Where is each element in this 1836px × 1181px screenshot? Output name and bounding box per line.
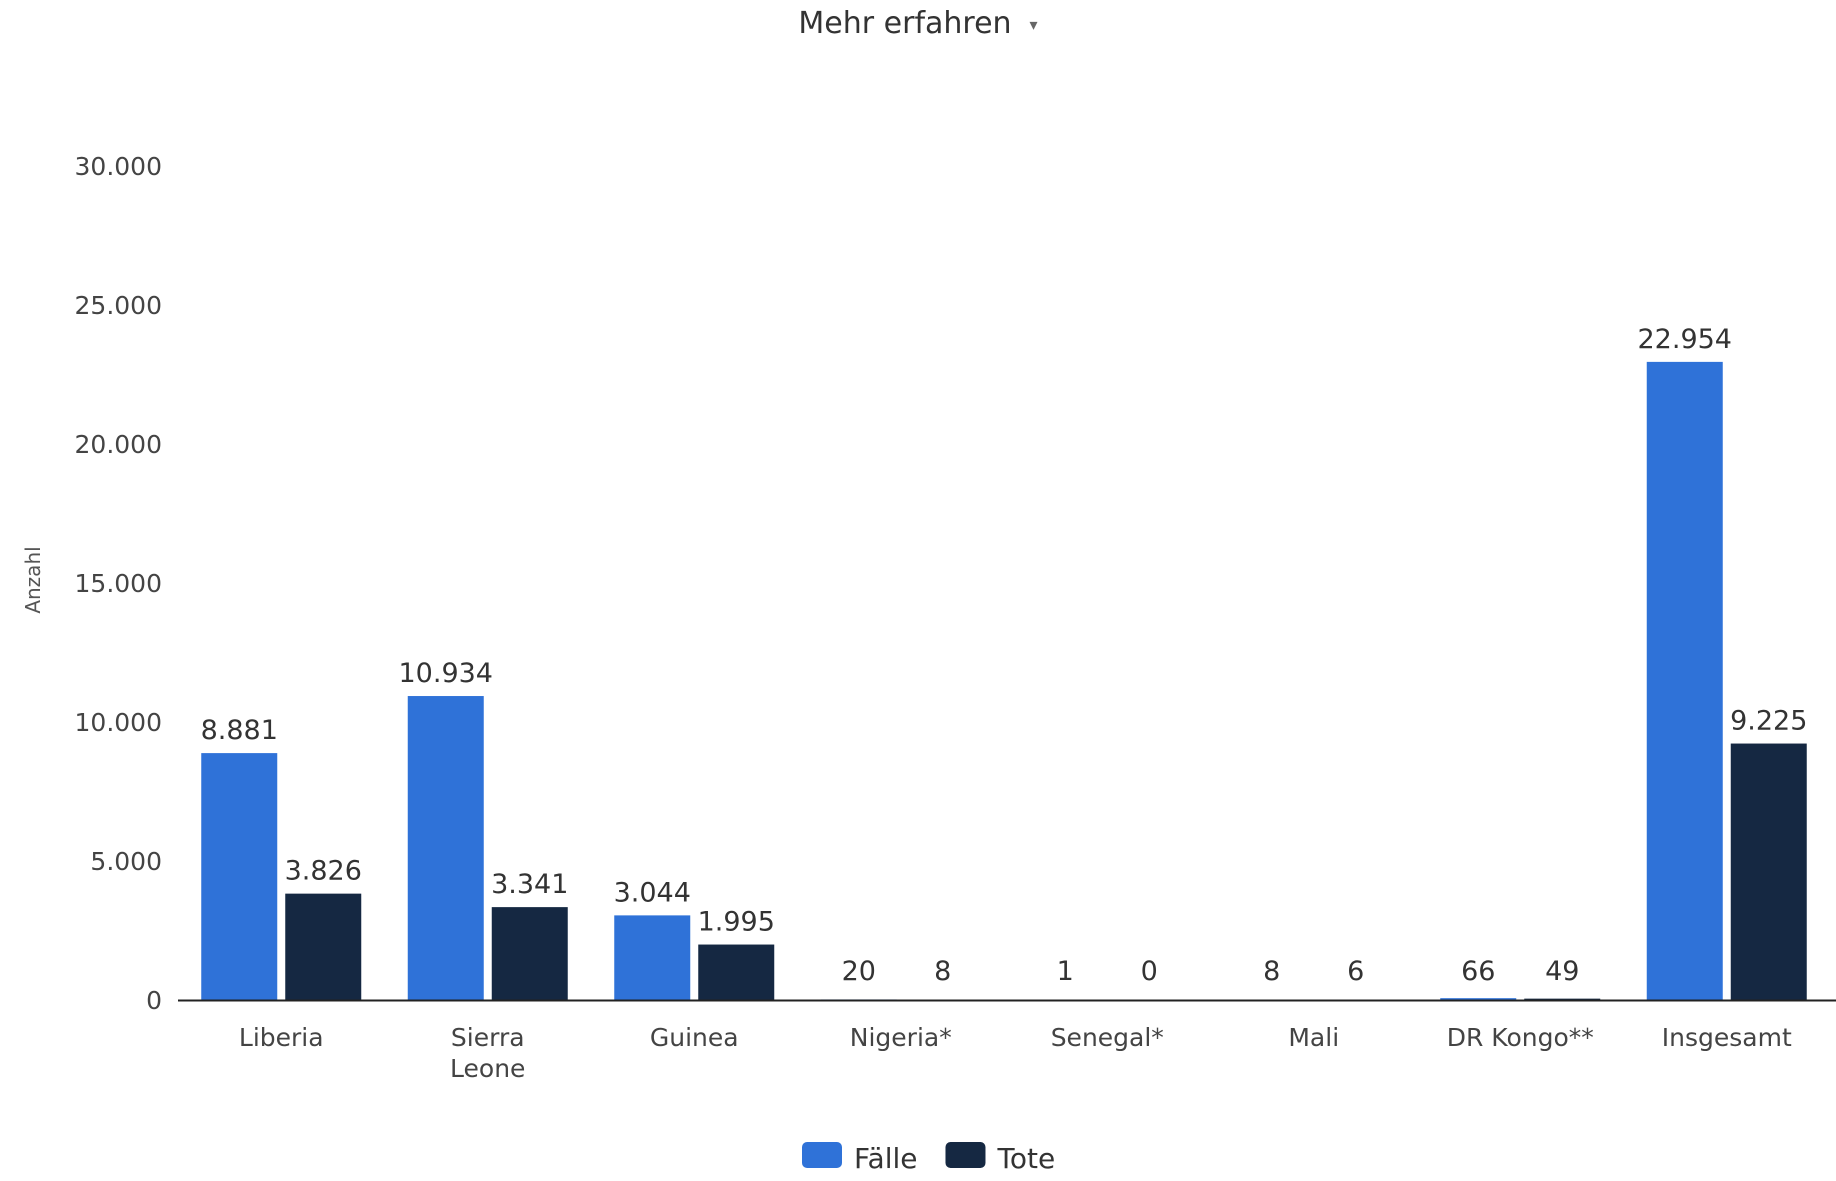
legend-label-faelle: Fälle	[854, 1142, 917, 1175]
more-info-link[interactable]: Mehr erfahren ▾	[0, 6, 1836, 41]
legend-label-tote: Tote	[996, 1142, 1055, 1175]
y-tick-label: 0	[146, 986, 162, 1015]
data-label: 1.995	[698, 907, 775, 938]
bar-tote	[698, 944, 775, 1000]
bar-faelle	[614, 915, 691, 1000]
y-tick-label: 10.000	[75, 708, 162, 737]
y-tick-label: 15.000	[75, 569, 162, 598]
legend-swatch-tote	[945, 1142, 986, 1168]
data-label: 0	[1141, 956, 1158, 987]
x-tick-label: Nigeria*	[850, 1023, 952, 1052]
data-label: 8	[1263, 956, 1280, 987]
bar-faelle	[1646, 361, 1723, 1001]
x-tick-label: Guinea	[650, 1023, 739, 1052]
data-label: 6	[1347, 956, 1364, 987]
legend-swatch-faelle	[802, 1142, 842, 1168]
x-tick-label: Senegal*	[1051, 1023, 1164, 1052]
data-label: 1	[1057, 956, 1074, 987]
data-label: 66	[1461, 956, 1495, 987]
bar-tote	[491, 907, 568, 1000]
data-label: 3.044	[614, 877, 691, 908]
bar-tote	[285, 893, 362, 1000]
bar-tote	[1524, 998, 1601, 1000]
data-label: 3.341	[491, 869, 568, 900]
chevron-down-icon: ▾	[1029, 15, 1038, 34]
y-tick-label: 30.000	[75, 152, 162, 181]
data-label: 10.934	[399, 658, 493, 689]
bar-faelle	[201, 753, 278, 1000]
y-axis-title: Anzahl	[21, 546, 45, 613]
x-tick-label: Sierra	[451, 1023, 525, 1052]
data-label: 9.225	[1730, 706, 1807, 737]
bar-faelle	[1440, 998, 1517, 1000]
data-label: 8.881	[201, 715, 278, 746]
data-label: 49	[1545, 956, 1579, 987]
x-tick-label: DR Kongo**	[1447, 1023, 1594, 1052]
y-tick-label: 5.000	[90, 847, 162, 876]
y-tick-label: 25.000	[75, 291, 162, 320]
y-tick-label: 20.000	[75, 430, 162, 459]
data-label: 20	[842, 956, 876, 987]
bar-faelle	[407, 696, 484, 1000]
x-tick-label: Leone	[450, 1054, 525, 1083]
data-label: 22.954	[1638, 324, 1732, 355]
more-info-label: Mehr erfahren	[798, 6, 1012, 41]
x-tick-label: Mali	[1288, 1023, 1339, 1052]
data-label: 3.826	[285, 856, 362, 887]
data-label: 8	[934, 956, 951, 987]
x-tick-label: Liberia	[239, 1023, 324, 1052]
bar-tote	[1730, 743, 1807, 1000]
x-tick-label: Insgesamt	[1662, 1023, 1792, 1052]
